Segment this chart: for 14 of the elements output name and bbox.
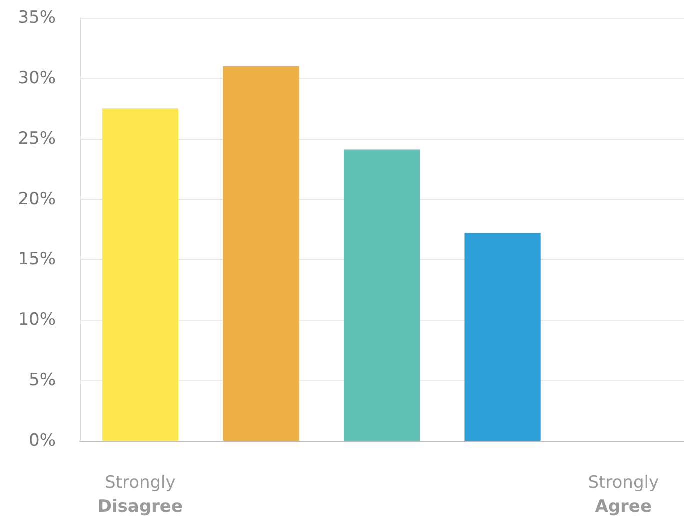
bar <box>102 108 178 441</box>
y-tick-label: 5% <box>29 370 56 391</box>
y-tick-label: 15% <box>18 250 56 270</box>
y-tick-label: 20% <box>18 189 56 210</box>
bar <box>223 66 300 441</box>
bar <box>344 150 420 441</box>
y-tick-label: 10% <box>18 310 56 330</box>
bar <box>464 233 541 441</box>
x-tick-label: Strongly Disagree <box>98 473 183 517</box>
x-tick-label: Strongly Agree <box>588 473 660 517</box>
y-tick-label: 30% <box>18 68 56 88</box>
y-tick-label: 0% <box>29 431 56 451</box>
y-tick-label: 35% <box>18 8 56 28</box>
y-tick-label: 25% <box>18 128 56 149</box>
